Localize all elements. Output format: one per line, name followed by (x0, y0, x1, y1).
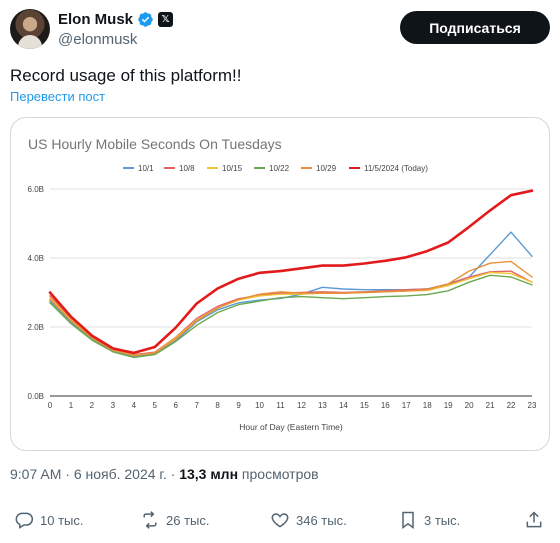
y-tick-label: 6.0B (28, 185, 44, 194)
x-tick-label: 13 (318, 401, 327, 410)
post-time[interactable]: 9:07 AM (10, 466, 62, 482)
x-tick-label: 8 (215, 401, 220, 410)
x-tick-label: 20 (465, 401, 474, 410)
y-tick-label: 4.0B (28, 254, 44, 263)
repost-icon (143, 511, 157, 529)
share-icon (526, 511, 542, 528)
x-tick-label: 5 (153, 401, 158, 410)
x-tick-label: 4 (132, 401, 137, 410)
x-tick-label: 15 (360, 401, 369, 410)
series-line (49, 274, 533, 359)
translate-link[interactable]: Перевести пост (10, 89, 106, 104)
x-tick-label: 19 (444, 401, 453, 410)
series-line (49, 270, 533, 356)
bookmark-count: 3 тыс. (424, 512, 461, 528)
x-tick-label: 18 (423, 401, 432, 410)
author-name[interactable]: Elon Musk (58, 11, 134, 28)
y-tick-label: 2.0B (28, 323, 44, 332)
x-tick-label: 9 (236, 401, 241, 410)
legend-label: 10/29 (316, 164, 337, 173)
meta-separator: · (61, 466, 74, 482)
series-line (49, 271, 533, 357)
reply-icon (15, 512, 34, 529)
x-tick-label: 7 (194, 401, 199, 410)
x-tick-label: 6 (174, 401, 179, 410)
like-button[interactable]: 346 тыс. (270, 510, 347, 530)
post-header: Elon Musk 𝕏 @elonmusk Подписаться (10, 8, 550, 52)
author-handle[interactable]: @elonmusk (58, 31, 138, 48)
bookmark-icon (402, 511, 414, 529)
x-tick-label: 23 (528, 401, 537, 410)
chart-title: US Hourly Mobile Seconds On Tuesdays (28, 136, 282, 152)
repost-count: 26 тыс. (166, 512, 210, 528)
like-count: 346 тыс. (296, 512, 347, 528)
legend-label: 10/8 (179, 164, 195, 173)
line-chart: 0.0B2.0B4.0B6.0B0 1 2 3 4 5 6 7 8 9 10 11 12 13 14 15 16… (28, 164, 537, 432)
x-axis-label: Hour of Day (Eastern Time) (239, 422, 343, 432)
post-media[interactable]: US Hourly Mobile Seconds On Tuesdays 0.0… (10, 117, 550, 451)
legend-label: 11/5/2024 (Today) (364, 164, 428, 173)
series-line (49, 260, 533, 357)
x-tick-label: 12 (297, 401, 306, 410)
post-date[interactable]: 6 нояб. 2024 г. (73, 466, 167, 482)
x-tick-label: 10 (255, 401, 264, 410)
x-tick-label: 0 (48, 401, 53, 410)
x-tick-label: 22 (507, 401, 516, 410)
x-tick-label: 14 (339, 401, 348, 410)
share-button[interactable] (524, 510, 544, 530)
legend-label: 10/22 (269, 164, 290, 173)
series-line (48, 189, 534, 355)
x-tick-label: 2 (90, 401, 95, 410)
subscribe-button[interactable]: Подписаться (400, 11, 550, 44)
y-tick-label: 0.0B (28, 392, 44, 401)
x-tick-label: 3 (111, 401, 116, 410)
verified-icon (138, 12, 153, 27)
x-tick-label: 21 (486, 401, 495, 410)
action-bar: 10 тыс. 26 тыс. 346 тыс. 3 тыс. (10, 510, 550, 536)
reply-button[interactable]: 10 тыс. (14, 510, 83, 530)
x-badge-icon: 𝕏 (158, 12, 174, 27)
repost-button[interactable]: 26 тыс. (140, 510, 209, 530)
meta-separator: · (166, 466, 180, 482)
views-label: просмотров (238, 466, 319, 482)
avatar[interactable] (10, 9, 50, 49)
author-name-row: Elon Musk 𝕏 (58, 11, 174, 28)
x-tick-label: 11 (276, 401, 285, 410)
legend-label: 10/1 (138, 164, 154, 173)
reply-count: 10 тыс. (40, 512, 84, 528)
bookmark-button[interactable]: 3 тыс. (398, 510, 460, 530)
views-count: 13,3 млн (179, 466, 239, 482)
legend-label: 10/15 (222, 164, 243, 173)
x-tick-label: 17 (402, 401, 411, 410)
x-tick-label: 1 (69, 401, 74, 410)
post-text: Record usage of this platform!! (10, 66, 242, 85)
post-meta: 9:07 AM · 6 нояб. 2024 г. · 13,3 млн про… (10, 466, 319, 482)
x-tick-label: 16 (381, 401, 390, 410)
like-icon (271, 513, 289, 528)
